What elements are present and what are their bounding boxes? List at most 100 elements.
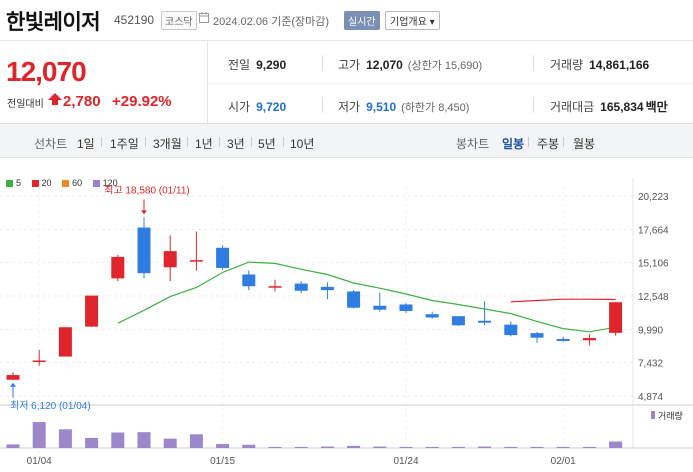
candle-body [58, 327, 72, 357]
separator [145, 137, 146, 147]
row-divider [208, 83, 693, 84]
price-panel: 12,070 전일대비 2,780 +29.92% 전일 9,290 고가 12,0… [0, 40, 693, 125]
x-tick-label: 01/04 [27, 456, 52, 467]
candle-body [478, 320, 492, 323]
period-1w[interactable]: 1주일 [110, 137, 139, 151]
y-tick-label: 20,223 [638, 192, 669, 203]
chart-toolbar: 선차트 1일 1주일 3개월 1년 3년 5년 10년 봉차트 일봉 주봉 월봉 [0, 124, 693, 158]
separator [563, 137, 564, 147]
x-tick-label: 01/24 [393, 456, 418, 467]
candle-body [294, 283, 308, 291]
candle-body [189, 260, 203, 262]
stat-prev: 전일 9,290 [228, 58, 287, 72]
low-arrow-head [10, 382, 16, 387]
period-5y[interactable]: 5년 [258, 137, 276, 151]
corp-info-dropdown[interactable]: 기업개요 ▾ [385, 11, 440, 30]
candle-body [268, 286, 282, 288]
legend-swatch [6, 180, 13, 188]
high-arrow-head [141, 210, 147, 215]
high-annotation: 최고 18,580 (01/11) [104, 184, 190, 196]
volume-bar [6, 444, 20, 448]
period-1d[interactable]: 1일 [77, 137, 95, 151]
y-tick-label: 9,990 [638, 325, 663, 336]
period-1y[interactable]: 1년 [195, 137, 213, 151]
stock-header: 한빛레이저 452190 코스닥 2024.02.06 기준(장마감) 실시간 … [0, 0, 693, 40]
price-change-pct: +29.92% [112, 93, 172, 110]
volume-bar [347, 445, 361, 448]
candle-monthly[interactable]: 월봉 [573, 137, 596, 151]
triangle-up-icon [48, 93, 62, 105]
realtime-button[interactable]: 실시간 [344, 11, 380, 30]
divider [322, 55, 323, 71]
stock-name: 한빛레이저 [6, 11, 101, 34]
volume-bar [373, 446, 387, 448]
volume-bar [582, 446, 596, 448]
legend-ma60[interactable]: 60 [62, 178, 82, 188]
candle-daily[interactable]: 일봉 [502, 137, 525, 151]
volume-bar [242, 444, 256, 448]
divider [322, 97, 323, 113]
separator [187, 137, 188, 147]
volume-bar [504, 446, 518, 448]
candle-body [111, 256, 125, 279]
volume-bar [85, 437, 99, 448]
volume-bar [111, 432, 125, 448]
legend-swatch [92, 180, 100, 188]
volume-bar [189, 434, 203, 448]
candle-body [556, 338, 570, 341]
separator [219, 137, 220, 147]
stock-code: 452190 [114, 13, 155, 27]
candle-body [451, 316, 465, 326]
separator [251, 137, 252, 147]
volume-bar [609, 441, 623, 448]
legend-ma20[interactable]: 20 [31, 178, 52, 188]
stat-high: 고가 12,070 (상한가 15,690) [338, 58, 483, 72]
price-box: 12,070 전일대비 2,780 +29.92% [0, 41, 208, 125]
candle-body [216, 247, 230, 268]
volume-bar [58, 429, 72, 448]
legend-swatch [62, 180, 70, 188]
candle-weekly[interactable]: 주봉 [537, 137, 560, 151]
divider [533, 97, 534, 113]
line-chart-label: 선차트 [34, 137, 68, 151]
x-tick-label: 02/01 [551, 456, 576, 467]
period-3m[interactable]: 3개월 [153, 137, 182, 151]
candle-body [582, 338, 596, 341]
y-tick-label: 7,432 [638, 359, 663, 370]
volume-legend-label: 거래량 [658, 410, 683, 421]
low-annotation: 최저 6,120 (01/04) [10, 400, 91, 412]
candle-body [347, 291, 361, 308]
y-tick-label: 12,548 [638, 292, 669, 303]
candle-body [609, 302, 623, 333]
volume-bar [32, 422, 46, 448]
candle-body [425, 314, 439, 318]
calendar-icon [199, 12, 209, 23]
candle-body [530, 333, 544, 338]
ma-legend: 5 20 60 120 [6, 178, 126, 188]
candle-body [373, 305, 387, 310]
volume-bar [163, 438, 177, 448]
legend-ma5[interactable]: 5 [6, 178, 21, 188]
candlestick-chart[interactable]: 20,223 17,664 15,106 12,548 9,990 7,432 4,874 거… [0, 158, 693, 472]
legend-ma120[interactable]: 120 [92, 178, 118, 188]
candle-body [320, 286, 334, 291]
divider [533, 55, 534, 71]
current-price: 12,070 [6, 56, 87, 87]
period-10y[interactable]: 10년 [290, 137, 315, 151]
volume-bar [137, 432, 151, 448]
candle-body [399, 304, 413, 311]
volume-bar [216, 444, 230, 448]
period-3y[interactable]: 3년 [227, 137, 245, 151]
candle-body [85, 295, 99, 327]
candle-body [242, 274, 256, 287]
candle-chart-label: 봉차트 [456, 137, 490, 151]
candle-body [6, 375, 20, 380]
volume-bar [425, 446, 439, 448]
candle-body [504, 324, 518, 336]
volume-bar [451, 446, 465, 448]
market-badge: 코스닥 [161, 11, 197, 30]
volume-bar [530, 446, 544, 448]
separator [283, 137, 284, 147]
stat-low: 저가 9,510 (하한가 8,450) [338, 100, 470, 114]
y-tick-label: 17,664 [638, 225, 669, 236]
